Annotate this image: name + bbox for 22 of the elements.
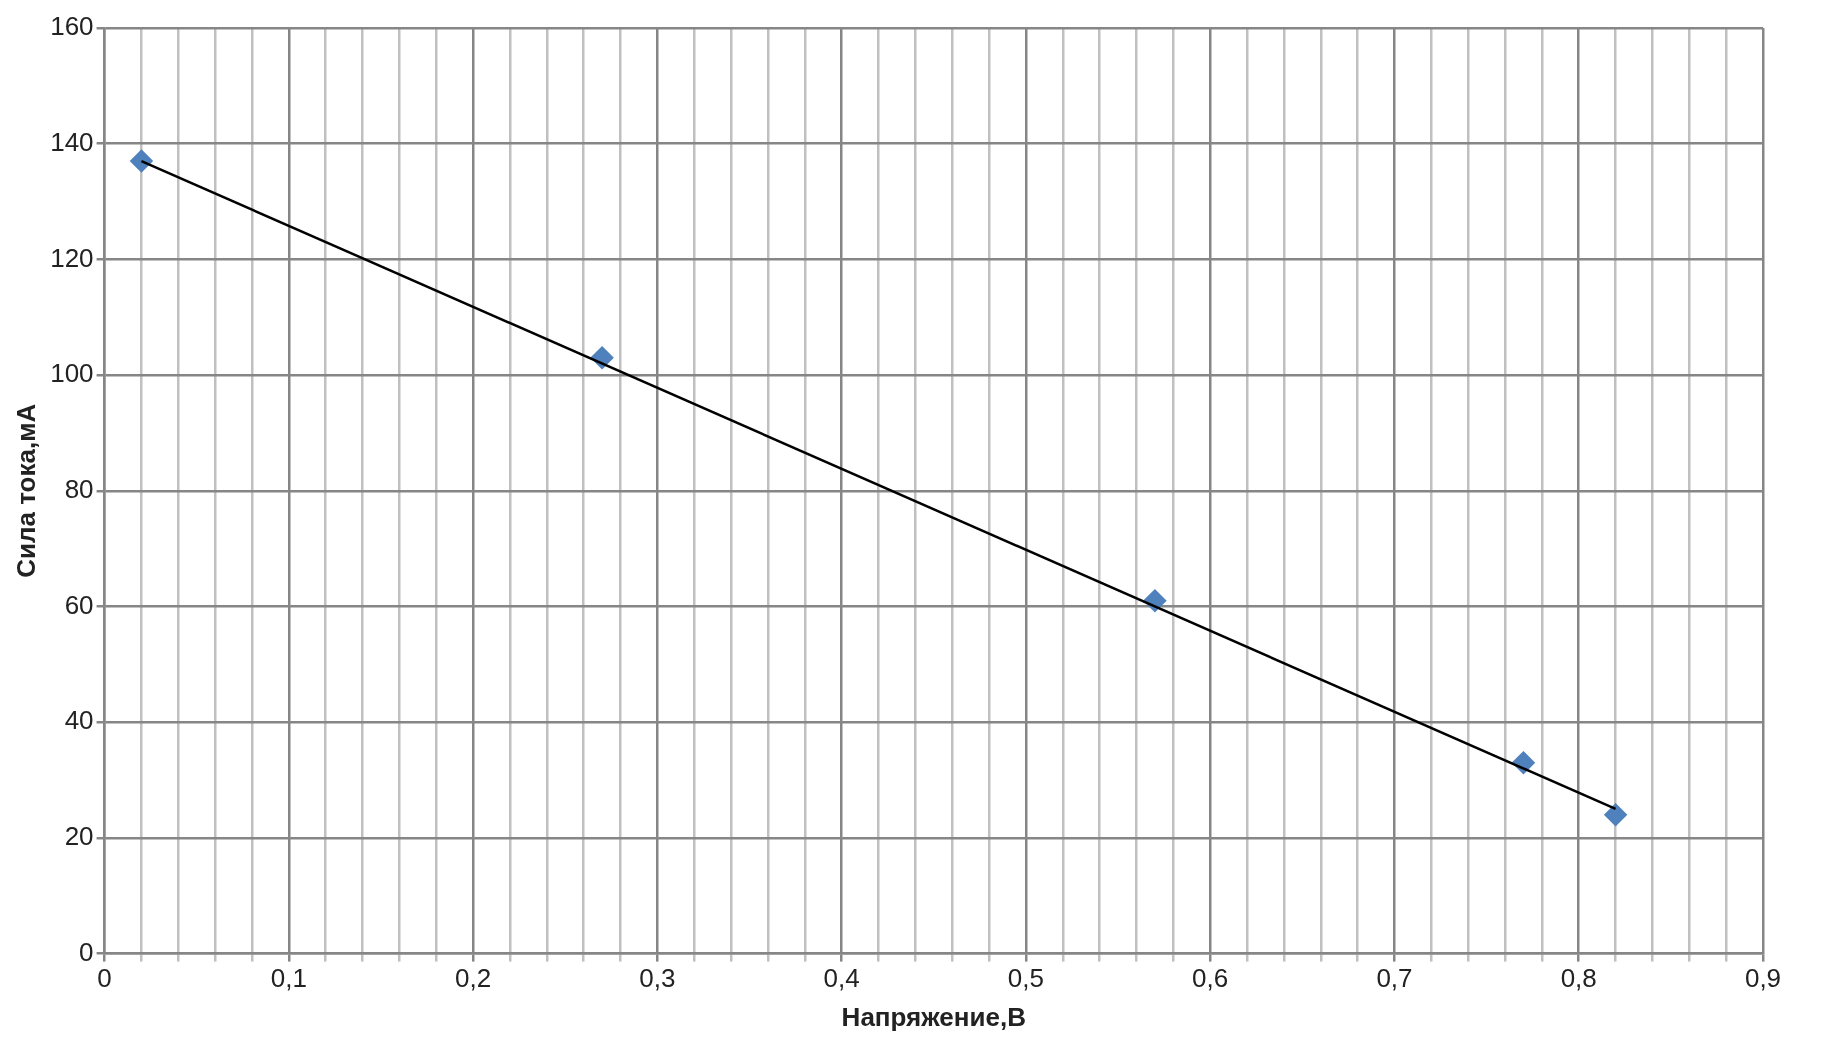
- x-tick-label: 0,9: [1744, 963, 1782, 994]
- y-tick-label: 60: [64, 589, 94, 620]
- y-tick-label: 160: [50, 11, 94, 42]
- y-axis-title: Сила тока,мА: [10, 403, 41, 578]
- y-tick-label: 20: [64, 821, 94, 852]
- y-tick-label: 120: [50, 242, 94, 273]
- y-tick-label: 80: [64, 473, 94, 504]
- point: [130, 149, 153, 173]
- y-tick-label: 100: [50, 358, 94, 389]
- point: [1604, 803, 1627, 827]
- y-tick-label: 40: [64, 705, 94, 736]
- x-tick-label: 0,6: [1192, 963, 1229, 994]
- x-tick-label: 0,2: [455, 963, 492, 994]
- y-tick-label: 0: [79, 936, 94, 967]
- x-tick-label: 0,1: [270, 963, 307, 994]
- y-tick-label: 140: [50, 126, 94, 157]
- x-tick-label: 0,5: [1007, 963, 1044, 994]
- x-tick-label: 0,3: [639, 963, 676, 994]
- x-axis-title: Напряжение,В: [841, 1001, 1026, 1032]
- x-tick-label: 0,8: [1560, 963, 1597, 994]
- x-tick-label: 0,7: [1376, 963, 1413, 994]
- x-tick-label: 0,4: [823, 963, 860, 994]
